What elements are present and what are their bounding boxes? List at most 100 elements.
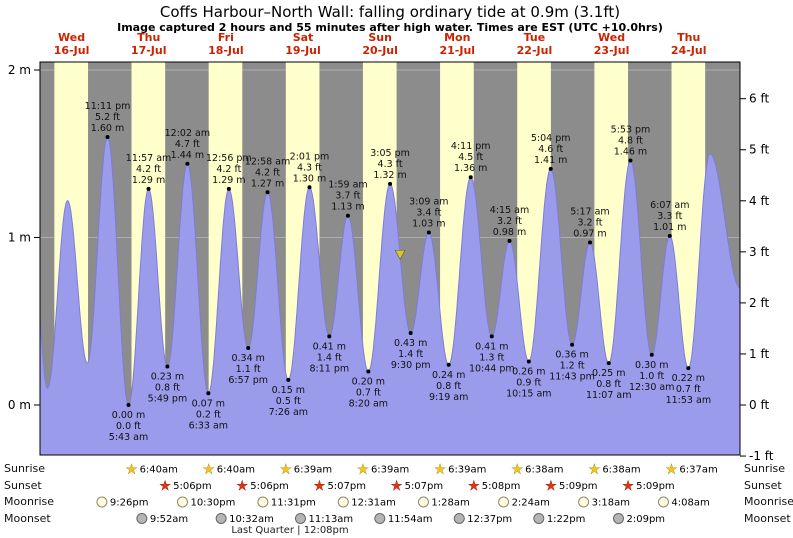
high-tide-label: 4.5 ft xyxy=(458,152,483,163)
day-name: Thu xyxy=(677,31,700,44)
moonset-icon xyxy=(294,513,306,524)
high-tide-label: 0.98 m xyxy=(493,227,526,238)
sunset-icon: ★ xyxy=(545,479,557,494)
sunrise-time: 6:40am xyxy=(140,465,178,476)
high-tide-label: 1.29 m xyxy=(132,175,165,186)
high-tide-label: 1.29 m xyxy=(212,175,245,186)
moonrise-icon xyxy=(176,496,188,508)
moonset-icon xyxy=(374,513,386,524)
tide-extreme-dot xyxy=(570,342,575,347)
low-tide-label: 0.43 m xyxy=(394,338,427,349)
low-tide-label: 0.0 ft xyxy=(116,421,141,432)
moonrise-time: 10:30pm xyxy=(190,498,235,509)
sunset-time: 5:09pm xyxy=(559,481,598,492)
moonrise-icon xyxy=(657,496,669,508)
row-label-moonrise-right: Moonrise xyxy=(744,495,793,508)
low-tide-label: 0.36 m xyxy=(555,350,588,361)
tide-extreme-dot xyxy=(126,403,131,407)
moonrise-icon xyxy=(417,496,429,508)
tide-extreme-dot xyxy=(105,135,110,139)
sunrise-icon: ★ xyxy=(588,463,600,478)
high-tide-label: 1.46 m xyxy=(614,146,647,157)
moonset-time: 12:37pm xyxy=(467,514,512,525)
day-date: 21-Jul xyxy=(439,44,475,57)
tide-extreme-dot xyxy=(286,377,291,382)
row-label-moonrise-left: Moonrise xyxy=(4,495,54,508)
day-date: 16-Jul xyxy=(54,44,90,57)
y-axis-left-label: 1 m xyxy=(8,231,31,245)
high-tide-label: 12:02 am xyxy=(165,128,210,139)
day-date: 22-Jul xyxy=(517,44,553,57)
y-axis-right-label: 0 ft xyxy=(749,398,769,412)
low-tide-label: 8:20 am xyxy=(349,399,388,410)
sunset-time: 5:06pm xyxy=(250,481,289,492)
sunset-icon: ★ xyxy=(468,479,480,494)
tide-extreme-dot xyxy=(226,186,231,191)
tide-extreme-dot xyxy=(686,366,691,371)
low-tide-label: 0.24 m xyxy=(432,370,465,381)
low-tide-label: 0.30 m xyxy=(635,360,668,371)
day-name: Fri xyxy=(218,31,234,44)
low-tide-label: 8:11 pm xyxy=(309,363,349,374)
sunrise-time: 6:40am xyxy=(217,465,255,476)
row-label-moonset-right: Moonset xyxy=(744,512,791,525)
y-axis-right-label: 6 ft xyxy=(749,92,769,106)
high-tide-label: 1.01 m xyxy=(653,222,686,233)
high-tide-label: 5:17 am xyxy=(570,207,609,218)
low-tide-label: 1.2 ft xyxy=(560,361,585,372)
low-tide-label: 1.3 ft xyxy=(479,352,504,363)
moonset-time: 11:13am xyxy=(308,514,353,525)
low-tide-label: 0.41 m xyxy=(313,341,346,352)
low-tide-label: 0.00 m xyxy=(112,410,145,421)
tide-extreme-dot xyxy=(548,166,553,171)
row-label-sunrise-right: Sunrise xyxy=(744,462,786,475)
tide-extreme-dot xyxy=(265,190,270,195)
high-tide-label: 1:59 am xyxy=(328,180,367,191)
plot-frame xyxy=(39,61,741,456)
sunset-icon: ★ xyxy=(236,479,248,494)
y-axis-right-label: -1 ft xyxy=(749,449,774,463)
day-labels: Wed16-JulThu17-JulFri18-JulSat19-JulSun2… xyxy=(54,31,707,57)
high-tide-label: 4.7 ft xyxy=(175,139,200,150)
moonrise-time: 1:28am xyxy=(431,498,469,509)
day-name: Wed xyxy=(58,31,85,44)
tide-extreme-dot xyxy=(388,181,393,186)
sunset-icon: ★ xyxy=(391,479,403,494)
day-name: Thu xyxy=(137,31,160,44)
high-tide-label: 3:05 pm xyxy=(370,148,410,159)
moonrise-time: 4:08am xyxy=(671,498,709,509)
low-tide-label: 0.41 m xyxy=(475,341,508,352)
sunrise-time: 6:37am xyxy=(679,465,717,476)
sunrise-icon: ★ xyxy=(126,463,138,478)
moonset-icon xyxy=(215,513,227,524)
moonrise-icon xyxy=(257,496,269,508)
low-tide-label: 1.0 ft xyxy=(639,371,664,382)
tide-extreme-dot xyxy=(206,391,211,396)
high-tide-label: 3.3 ft xyxy=(657,211,682,222)
low-tide-label: 0.8 ft xyxy=(596,379,621,390)
moon-phase-label: Last Quarter | 12:08pm xyxy=(231,525,349,536)
tide-extreme-dot xyxy=(606,361,611,366)
sunset-icon: ★ xyxy=(314,479,326,494)
low-tide-label: 7:26 am xyxy=(269,407,308,418)
moonrise-icon xyxy=(578,496,590,508)
high-tide-label: 1.03 m xyxy=(412,218,445,229)
low-tide-label: 11:53 am xyxy=(666,395,711,406)
low-tide-label: 6:33 am xyxy=(189,420,228,431)
low-tide-label: 0.25 m xyxy=(592,368,625,379)
tide-labels: 11:11 pm5.2 ft1.60 m 0.00 m0.0 ft5:43 am 1… xyxy=(85,101,711,443)
high-tide-label: 4.2 ft xyxy=(136,164,161,175)
tide-extreme-dot xyxy=(507,238,512,243)
tide-extreme-dot xyxy=(587,240,592,245)
high-tide-label: 1.27 m xyxy=(251,178,284,189)
y-axis-right-label: 2 ft xyxy=(749,296,769,310)
day-date: 18-Jul xyxy=(208,44,244,57)
row-label-moonset-left: Moonset xyxy=(4,512,51,525)
low-tide-label: 0.15 m xyxy=(272,385,305,396)
low-tide-label: 0.2 ft xyxy=(196,409,221,420)
tide-extreme-dot xyxy=(185,161,190,166)
high-tide-label: 4.3 ft xyxy=(297,162,322,173)
moonset-time: 2:09pm xyxy=(626,514,665,525)
